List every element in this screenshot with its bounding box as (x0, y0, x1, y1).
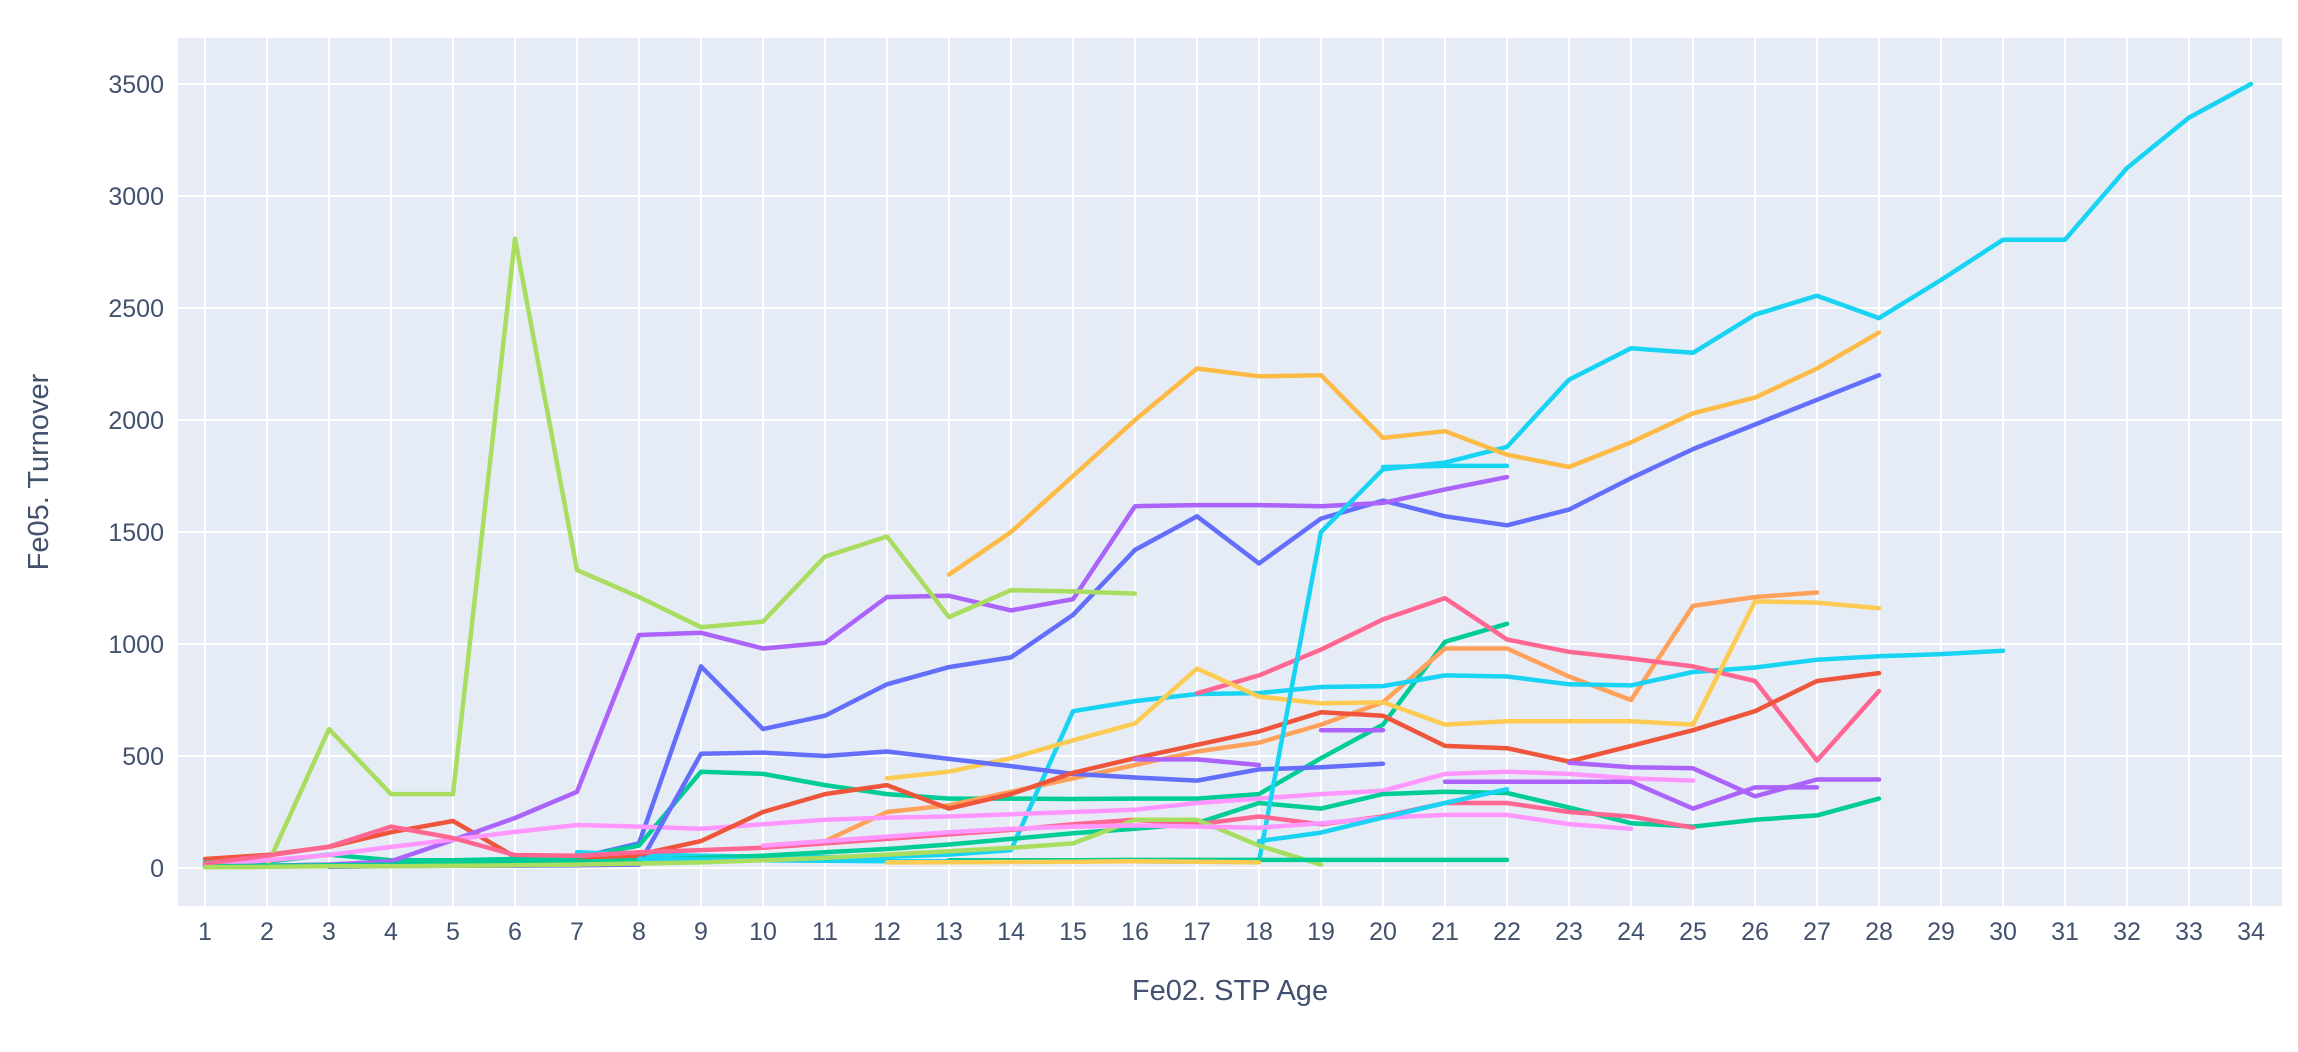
series-line-purple-5[interactable] (1566, 760, 1882, 799)
x-tick-label-1: 1 (198, 918, 212, 946)
x-tick-label-29: 29 (1927, 918, 1955, 946)
x-tick-label-23: 23 (1555, 918, 1583, 946)
x-tick-label-21: 21 (1431, 918, 1459, 946)
y-tick-label-2500: 2500 (108, 295, 164, 323)
series-line-purple-4[interactable] (1442, 779, 1820, 811)
series-lines[interactable] (202, 81, 2254, 870)
x-tick-label-19: 19 (1307, 918, 1335, 946)
x-tick-label-22: 22 (1493, 918, 1521, 946)
series-line-lime-1[interactable] (202, 236, 1138, 870)
y-tick-label-0: 0 (150, 855, 164, 883)
series-line-purple-1[interactable] (202, 474, 1510, 869)
y-tick-label-1500: 1500 (108, 519, 164, 547)
axis-ticks: 1 2 3 4 5 6 7 8 9 10 11 12 13 14 15 16 17 18 19 20 21 22 23 24 2… (108, 71, 2265, 946)
x-tick-label-26: 26 (1741, 918, 1769, 946)
x-tick-label-20: 20 (1369, 918, 1397, 946)
x-tick-label-34: 34 (2237, 918, 2265, 946)
series-line-magenta-2[interactable] (760, 812, 1634, 848)
series-line-red-2[interactable] (574, 670, 1882, 864)
gridlines (178, 38, 2282, 906)
x-tick-label-32: 32 (2113, 918, 2141, 946)
series-line-lime-2[interactable] (202, 817, 1324, 870)
x-tick-label-10: 10 (749, 918, 777, 946)
x-tick-label-3: 3 (322, 918, 336, 946)
x-tick-label-18: 18 (1245, 918, 1273, 946)
x-tick-label-28: 28 (1865, 918, 1893, 946)
y-tick-label-500: 500 (122, 743, 164, 771)
x-tick-label-4: 4 (384, 918, 398, 946)
y-tick-label-2000: 2000 (108, 407, 164, 435)
x-tick-label-2: 2 (260, 918, 274, 946)
x-tick-label-14: 14 (997, 918, 1025, 946)
x-tick-label-25: 25 (1679, 918, 1707, 946)
x-tick-label-16: 16 (1121, 918, 1149, 946)
x-tick-label-15: 15 (1059, 918, 1087, 946)
x-tick-label-12: 12 (873, 918, 901, 946)
x-tick-label-30: 30 (1989, 918, 2017, 946)
series-line-purple-2[interactable] (1132, 757, 1262, 768)
x-axis-title: Fe02. STP Age (1132, 975, 1328, 1007)
x-tick-label-8: 8 (632, 918, 646, 946)
series-line-pink-1[interactable] (1194, 595, 1882, 763)
series-line-cyan-4[interactable] (1256, 786, 1510, 844)
x-tick-label-31: 31 (2051, 918, 2079, 946)
y-tick-label-3000: 3000 (108, 183, 164, 211)
x-tick-label-11: 11 (812, 918, 838, 946)
x-tick-label-27: 27 (1803, 918, 1831, 946)
x-tick-label-13: 13 (935, 918, 963, 946)
x-tick-label-9: 9 (694, 918, 708, 946)
x-tick-label-24: 24 (1617, 918, 1645, 946)
series-line-yellow-1[interactable] (884, 599, 1882, 781)
x-tick-label-33: 33 (2175, 918, 2203, 946)
series-line-yellow-3[interactable] (884, 859, 1262, 865)
series-line-yellow-2[interactable] (946, 330, 1882, 577)
x-tick-label-5: 5 (446, 918, 460, 946)
x-tick-label-6: 6 (508, 918, 522, 946)
y-tick-label-3500: 3500 (108, 71, 164, 99)
y-axis-title: Fe05. Turnover (23, 373, 55, 570)
x-tick-label-7: 7 (570, 918, 584, 946)
y-tick-label-1000: 1000 (108, 631, 164, 659)
series-line-cyan-3[interactable] (1380, 463, 1510, 470)
x-tick-label-17: 17 (1183, 918, 1211, 946)
